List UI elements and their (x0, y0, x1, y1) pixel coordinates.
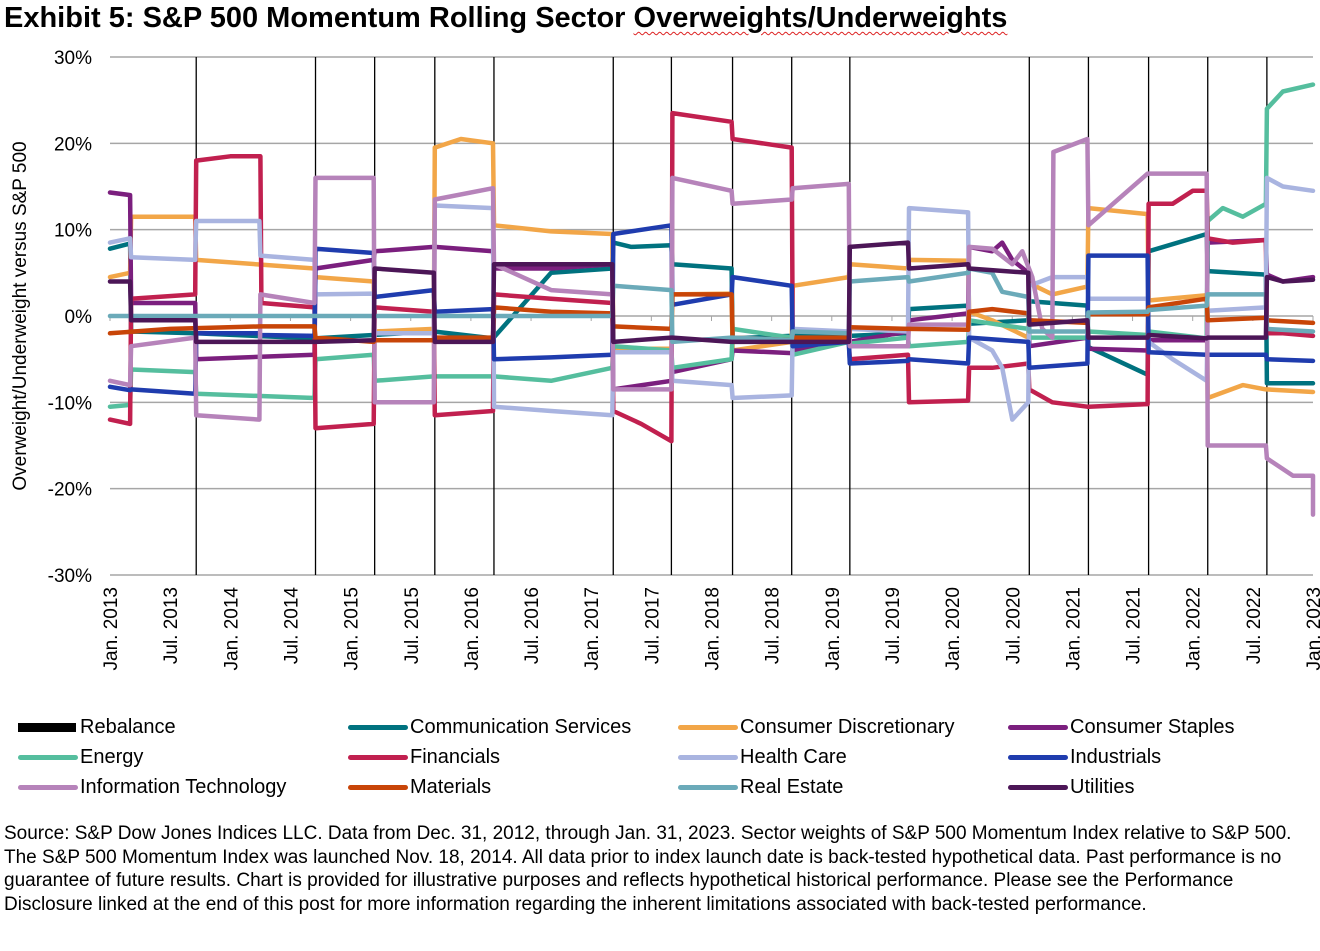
legend-swatch (348, 784, 408, 790)
y-tick-label: -30% (48, 566, 92, 587)
x-tick-label: Jul. 2022 (1244, 587, 1265, 664)
legend-swatch (678, 784, 738, 790)
series-line-utilities (107, 240, 1316, 345)
legend-swatch (18, 784, 78, 790)
legend-item-energy: Energy (18, 744, 143, 770)
legend-swatch (1008, 724, 1068, 730)
source-note: Source: S&P Dow Jones Indices LLC. Data … (4, 823, 1292, 915)
x-tick-label: Jul. 2021 (1124, 587, 1145, 664)
legend-label: Real Estate (740, 775, 844, 798)
x-tick-label: Jul. 2017 (642, 587, 663, 664)
legend-label: Health Care (740, 745, 847, 768)
x-tick-label: Jan. 2018 (703, 587, 724, 670)
legend-swatch (18, 754, 78, 760)
chart-title-text: Exhibit 5: S&P 500 Momentum Rolling Sect… (4, 2, 634, 34)
x-tick-label: Jul. 2018 (763, 587, 784, 664)
legend-label: Consumer Staples (1070, 715, 1235, 738)
series-line-financials (107, 110, 1316, 444)
x-tick-label: Jan. 2013 (101, 587, 122, 670)
legend-item-consumer-discretionary: Consumer Discretionary (678, 714, 955, 740)
y-tick-label: -10% (48, 393, 92, 414)
x-tick-label: Jan. 2014 (221, 587, 242, 671)
legend-label: Utilities (1070, 775, 1135, 798)
series-line-real-estate (107, 266, 1316, 345)
line-chart: 30% 20% 10% 0% -10% -20% -30% Jan. 2013 Jul. 20… (10, 48, 1320, 671)
y-axis-tick-labels: 30% 20% 10% 0% -10% -20% -30% (48, 48, 92, 587)
legend-swatch (678, 754, 738, 760)
legend-label: Energy (80, 745, 144, 768)
x-tick-label: Jan. 2019 (823, 587, 844, 670)
legend-item-communication-services: Communication Services (348, 714, 631, 740)
legend-item-information-technology: Information Technology (18, 774, 286, 800)
y-tick-label: 20% (54, 134, 92, 155)
legend-label: Industrials (1070, 745, 1162, 768)
x-tick-label: Jul. 2019 (883, 587, 904, 664)
x-tick-label: Jan. 2020 (943, 587, 964, 670)
legend-item-health-care: Health Care (678, 744, 847, 770)
y-axis-label: Overweight/Underweight versus S&P 500 (10, 141, 31, 490)
legend-swatch (18, 722, 76, 732)
legend-label: Communication Services (410, 715, 632, 738)
legend-label: Materials (410, 775, 492, 798)
legend-swatch (1008, 754, 1068, 760)
series-lines (107, 82, 1316, 517)
x-tick-label: Jul. 2015 (402, 587, 423, 664)
x-axis-tick-labels: Jan. 2013 Jul. 2013 Jan. 2014 Jul. 2014 Jan.… (101, 587, 1320, 671)
x-tick-label: Jan. 2023 (1304, 587, 1320, 670)
x-tick-label: Jan. 2015 (342, 587, 363, 670)
legend-swatch (348, 724, 408, 730)
x-tick-label: Jul. 2020 (1003, 587, 1024, 664)
y-tick-label: 30% (54, 48, 92, 69)
series-line-information-technology (107, 136, 1316, 517)
y-tick-label: -20% (48, 480, 92, 501)
legend-item-utilities: Utilities (1008, 774, 1134, 800)
legend-swatch (348, 754, 408, 760)
legend-item-materials: Materials (348, 774, 491, 800)
legend-label: Information Technology (80, 775, 287, 798)
legend-label: Consumer Discretionary (740, 715, 955, 738)
chart-title: Exhibit 5: S&P 500 Momentum Rolling Sect… (4, 2, 1007, 35)
x-tick-label: Jan. 2022 (1184, 587, 1205, 670)
chart-title-underlined-text: Overweights/Underweights (633, 2, 1008, 34)
legend-item-rebalance: Rebalance (18, 714, 176, 740)
legend-swatch (1008, 784, 1068, 790)
legend-item-industrials: Industrials (1008, 744, 1161, 770)
legend-swatch (678, 724, 738, 730)
legend-label: Financials (410, 745, 501, 768)
legend-item-financials: Financials (348, 744, 500, 770)
series-line-energy (107, 82, 1316, 409)
legend-label: Rebalance (80, 715, 176, 738)
x-tick-label: Jan. 2017 (582, 587, 603, 670)
legend-item-consumer-staples: Consumer Staples (1008, 714, 1235, 740)
y-tick-label: 10% (54, 221, 92, 242)
x-tick-label: Jan. 2021 (1063, 587, 1084, 670)
x-tick-label: Jul. 2014 (281, 587, 302, 665)
y-tick-label: 0% (65, 307, 93, 328)
x-tick-label: Jan. 2016 (462, 587, 483, 670)
x-tick-label: Jul. 2016 (522, 587, 543, 664)
legend-item-real-estate: Real Estate (678, 774, 843, 800)
x-tick-label: Jul. 2013 (161, 587, 182, 664)
